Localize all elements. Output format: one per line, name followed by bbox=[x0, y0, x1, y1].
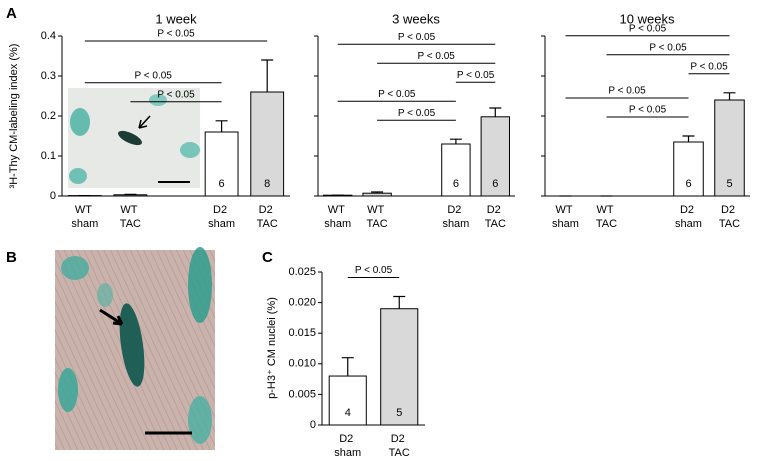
y-tick-label: 0.010 bbox=[288, 358, 316, 370]
bar bbox=[250, 91, 285, 197]
y-axis-label: ³H-Thy CM-labeling index (%) bbox=[8, 44, 20, 189]
significance-label: P < 0.05 bbox=[355, 265, 393, 276]
significance-label: P < 0.05 bbox=[398, 32, 436, 43]
x-tick-label: D2 sham bbox=[675, 204, 702, 230]
y-tick-label: 0.3 bbox=[41, 70, 56, 82]
n-label: 6 bbox=[453, 178, 459, 190]
subplot-title: 10 weeks bbox=[620, 11, 675, 26]
x-tick-label: WT TAC bbox=[367, 204, 388, 230]
error-bar bbox=[341, 357, 354, 377]
y-tick-label: 0 bbox=[50, 190, 56, 202]
error-bar bbox=[682, 135, 695, 142]
x-tick-label: D2 TAC bbox=[485, 204, 506, 230]
error-bar bbox=[371, 191, 384, 194]
x-tick-label: WT TAC bbox=[596, 204, 617, 230]
y-axis-label: p-H3⁺ CM nuclei (%) bbox=[266, 297, 278, 399]
n-label: 4 bbox=[345, 407, 351, 419]
y-tick-label: 0.4 bbox=[41, 30, 56, 42]
significance-label: P < 0.05 bbox=[608, 86, 646, 97]
significance-label: P < 0.05 bbox=[157, 29, 195, 40]
y-tick-label: 0.005 bbox=[288, 388, 316, 400]
x-tick-label: WT sham bbox=[71, 204, 98, 230]
y-tick-label: 0.015 bbox=[288, 327, 316, 339]
subplot-title: 3 weeks bbox=[392, 11, 440, 26]
x-tick-label: D2 sham bbox=[442, 204, 469, 230]
error-bar bbox=[723, 92, 736, 100]
significance-label: P < 0.05 bbox=[157, 89, 195, 100]
bar bbox=[380, 308, 419, 426]
micrograph bbox=[55, 247, 215, 450]
significance-label: P < 0.05 bbox=[690, 61, 728, 72]
error-bar bbox=[489, 107, 502, 117]
error-bar bbox=[449, 138, 462, 144]
subplot-title: 1 week bbox=[155, 11, 197, 26]
bar bbox=[441, 143, 471, 197]
error-bar bbox=[261, 59, 274, 92]
y-tick-label: 0 bbox=[310, 419, 316, 431]
significance-label: P < 0.05 bbox=[629, 23, 667, 34]
significance-label: P < 0.05 bbox=[649, 42, 687, 53]
n-label: 5 bbox=[396, 407, 402, 419]
significance-label: P < 0.05 bbox=[629, 105, 667, 116]
n-label: 6 bbox=[492, 178, 498, 190]
y-tick-label: 0.1 bbox=[41, 150, 56, 162]
x-tick-label: WT sham bbox=[324, 204, 351, 230]
significance-label: P < 0.05 bbox=[135, 70, 173, 81]
n-label: 6 bbox=[685, 178, 691, 190]
x-tick-label: D2 sham bbox=[334, 433, 361, 459]
panel-label: A bbox=[6, 5, 17, 22]
n-label: 5 bbox=[726, 178, 732, 190]
x-tick-label: D2 TAC bbox=[257, 204, 278, 230]
error-bar bbox=[215, 120, 228, 132]
y-tick-label: 0.2 bbox=[41, 110, 56, 122]
n-label: 8 bbox=[264, 178, 270, 190]
significance-label: P < 0.05 bbox=[378, 89, 416, 100]
significance-label: P < 0.05 bbox=[457, 70, 495, 81]
x-tick-label: WT sham bbox=[552, 204, 579, 230]
bar bbox=[204, 131, 239, 197]
error-bar bbox=[393, 295, 406, 309]
bar bbox=[714, 99, 745, 197]
x-tick-label: D2 sham bbox=[208, 204, 235, 230]
n-label: 6 bbox=[219, 178, 225, 190]
bar bbox=[362, 192, 392, 197]
x-tick-label: D2 TAC bbox=[719, 204, 740, 230]
bar bbox=[480, 116, 510, 197]
significance-label: P < 0.05 bbox=[398, 108, 436, 119]
x-tick-label: D2 TAC bbox=[389, 433, 410, 459]
panel-label: B bbox=[6, 249, 17, 266]
y-tick-label: 0.020 bbox=[288, 297, 316, 309]
inset-image bbox=[68, 88, 200, 188]
y-tick-label: 0.025 bbox=[288, 266, 316, 278]
significance-label: P < 0.05 bbox=[418, 51, 456, 62]
x-tick-label: WT TAC bbox=[120, 204, 141, 230]
bar bbox=[673, 141, 704, 197]
panel-label: C bbox=[262, 249, 273, 266]
